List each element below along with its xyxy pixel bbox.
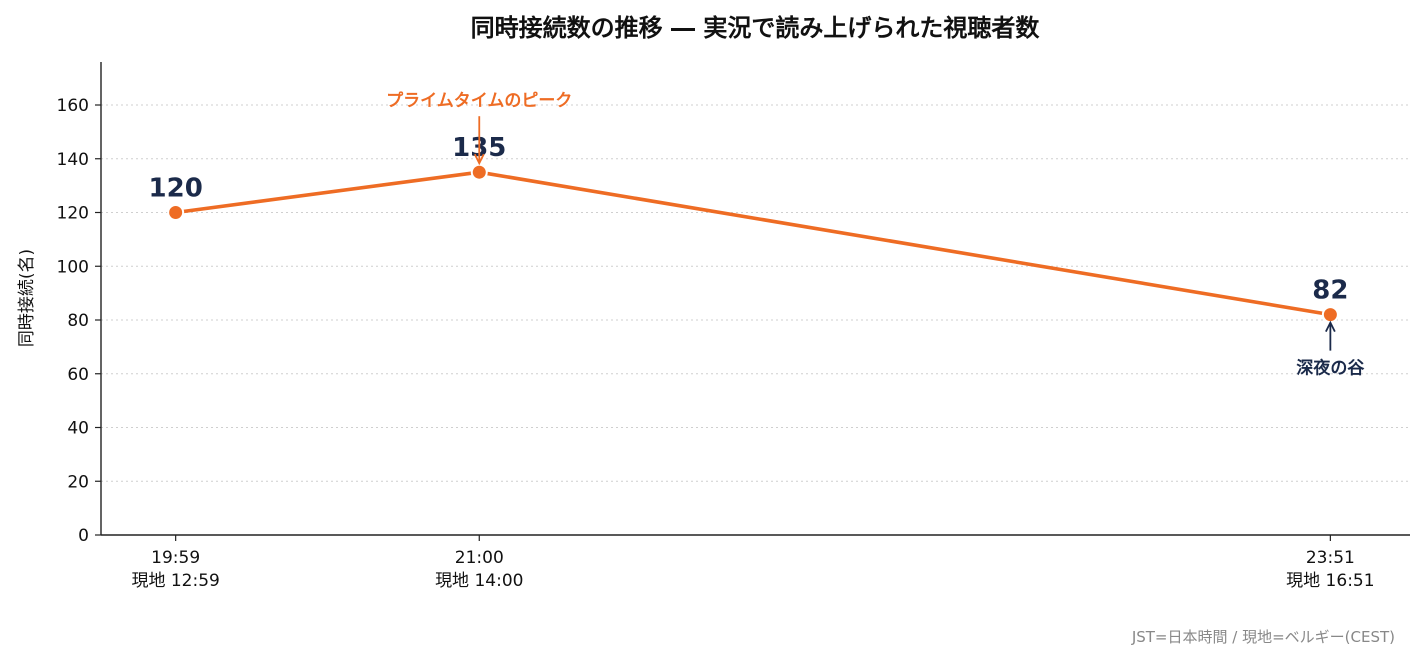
y-tick-label: 80 bbox=[67, 311, 89, 331]
y-tick-label: 40 bbox=[67, 419, 89, 439]
y-tick-label: 140 bbox=[57, 150, 89, 170]
x-tick-label-time: 21:00 bbox=[455, 548, 504, 568]
annotation-arrowhead bbox=[473, 153, 485, 166]
annotation-arrowhead bbox=[1325, 320, 1336, 333]
y-tick-label: 0 bbox=[78, 526, 89, 546]
y-tick-label: 100 bbox=[57, 257, 89, 277]
series-line bbox=[173, 170, 1333, 317]
data-point bbox=[1321, 306, 1339, 324]
y-tick-label: 120 bbox=[57, 204, 89, 224]
x-tick-label-local: 現地 16:51 bbox=[1286, 571, 1374, 591]
data-point bbox=[470, 163, 488, 181]
data-label: 120 bbox=[149, 174, 203, 204]
grid-lines bbox=[101, 104, 1410, 482]
y-axis-label: 同時接続(名) bbox=[17, 249, 37, 347]
y-tick-label: 160 bbox=[57, 96, 89, 116]
data-point bbox=[167, 204, 185, 221]
x-tick-label-time: 19:59 bbox=[151, 548, 200, 568]
y-tick-label: 60 bbox=[67, 365, 89, 385]
x-tick-label-local: 現地 12:59 bbox=[131, 571, 219, 591]
x-tick-label-local: 現地 14:00 bbox=[435, 571, 523, 591]
footnote: JST=日本時間 / 現地=ベルギー(CEST) bbox=[1131, 628, 1395, 646]
chart-title: 同時接続数の推移 ― 実況で読み上げられた視聴者数 bbox=[471, 14, 1041, 42]
data-label: 82 bbox=[1312, 276, 1348, 306]
annotation-text: 深夜の谷 bbox=[1296, 358, 1365, 379]
y-ticks: 0 20 40 60 80 100 120 140 160 bbox=[57, 96, 101, 546]
series bbox=[167, 163, 1339, 324]
axes bbox=[100, 62, 1410, 536]
x-tick-label-time: 23:51 bbox=[1306, 548, 1355, 568]
annotation-text: プライムタイムのピーク bbox=[386, 90, 572, 111]
y-tick-label: 20 bbox=[67, 472, 89, 492]
x-ticks: 19:59 現地 12:59 21:00 現地 14:00 23:51 現地 16:51 bbox=[131, 535, 1375, 591]
